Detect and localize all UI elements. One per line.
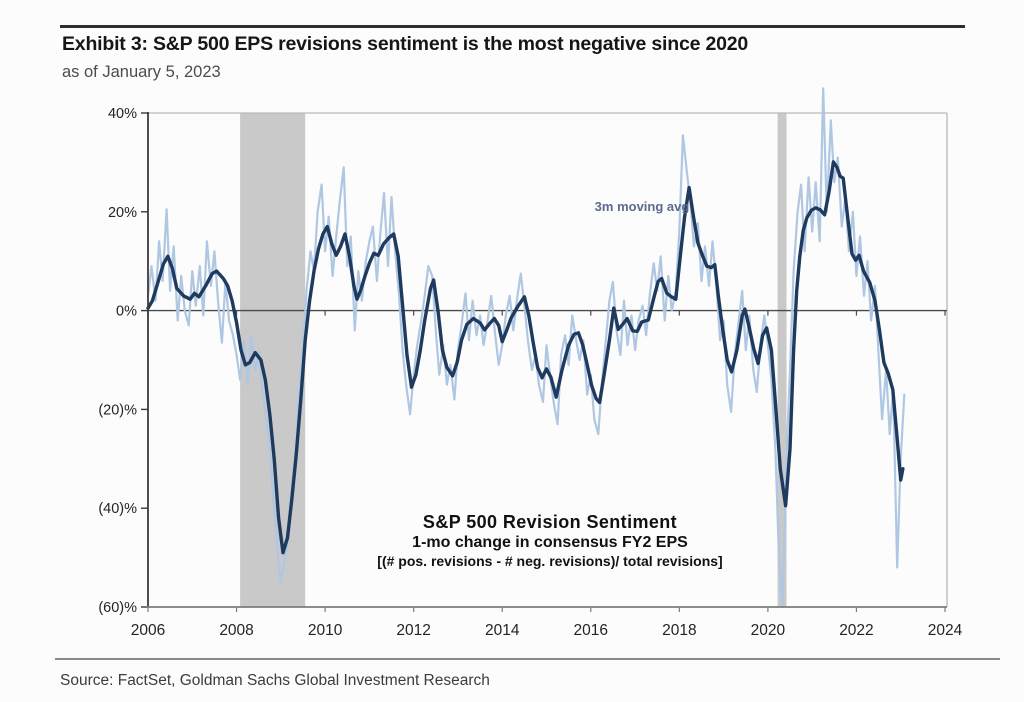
svg-text:(40)%: (40)% — [98, 501, 137, 517]
svg-text:20%: 20% — [108, 205, 137, 221]
chart-label-block: S&P 500 Revision Sentiment 1-mo change i… — [300, 512, 800, 570]
svg-text:2010: 2010 — [308, 622, 343, 639]
footer-divider — [55, 658, 1000, 660]
svg-text:2012: 2012 — [396, 622, 430, 639]
svg-text:0%: 0% — [116, 304, 137, 320]
svg-text:2024: 2024 — [928, 622, 963, 639]
svg-text:2016: 2016 — [574, 622, 608, 639]
svg-text:2020: 2020 — [751, 622, 786, 639]
chart-label-title: S&P 500 Revision Sentiment — [422, 512, 678, 532]
source-text: Source: FactSet, Goldman Sachs Global In… — [60, 672, 490, 689]
svg-text:2014: 2014 — [485, 622, 520, 639]
moving-avg-annotation: 3m moving avg — [594, 199, 690, 214]
header-rule — [60, 25, 965, 28]
svg-text:2022: 2022 — [839, 622, 873, 639]
chart-label-subtitle: 1-mo change in consensus FY2 EPS — [412, 534, 688, 551]
as-of-date: as of January 5, 2023 — [62, 63, 221, 81]
svg-text:(20)%: (20)% — [98, 402, 137, 418]
exhibit-title: Exhibit 3: S&P 500 EPS revisions sentime… — [62, 33, 749, 55]
chart-label-formula: [(# pos. revisions - # neg. revisions)/ … — [377, 553, 723, 569]
svg-text:2008: 2008 — [219, 622, 253, 639]
svg-text:(60)%: (60)% — [98, 600, 137, 616]
svg-text:2006: 2006 — [131, 622, 165, 639]
svg-text:40%: 40% — [108, 106, 137, 122]
svg-text:2018: 2018 — [662, 622, 696, 639]
